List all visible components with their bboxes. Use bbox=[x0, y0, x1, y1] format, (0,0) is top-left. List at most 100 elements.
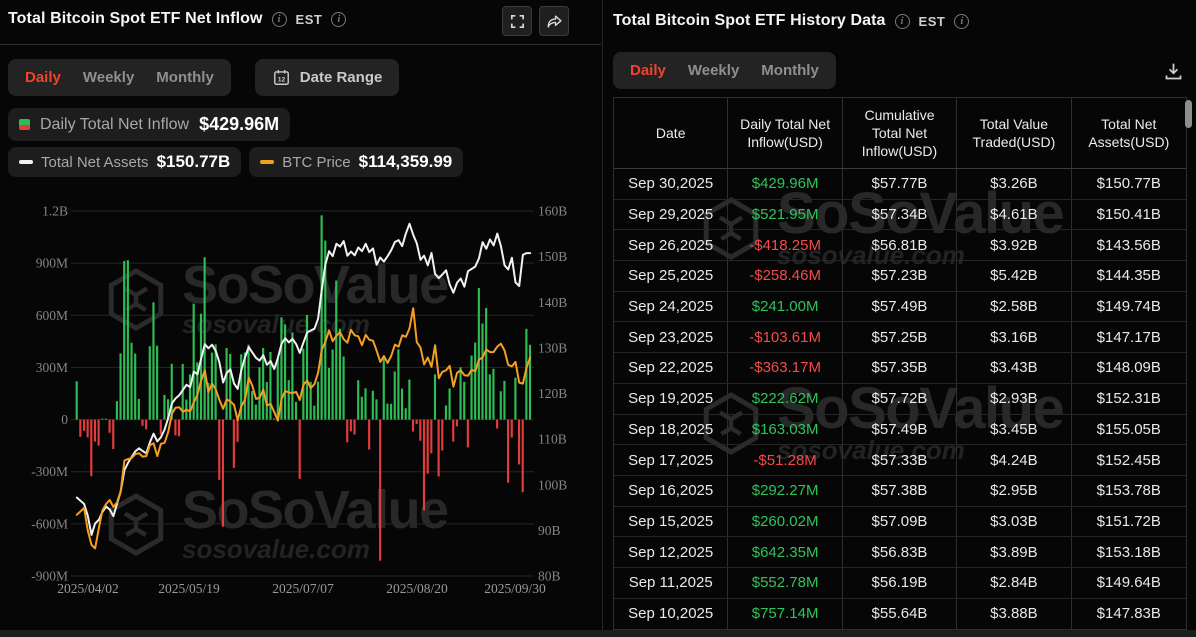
cell-cumulative-inflow: $56.19B bbox=[843, 567, 958, 598]
legend-daily-inflow[interactable]: Daily Total Net Inflow $429.96M bbox=[8, 108, 291, 141]
info-icon[interactable]: i bbox=[954, 13, 970, 29]
cell-value-traded: $3.88B bbox=[957, 598, 1072, 630]
inflow-bar bbox=[404, 408, 407, 420]
inflow-bar bbox=[291, 332, 294, 420]
tab-weekly[interactable]: Weekly bbox=[82, 69, 135, 86]
tab-daily[interactable]: Daily bbox=[630, 62, 666, 79]
inflow-bar bbox=[115, 401, 118, 420]
right-axis-tick: 100B bbox=[538, 477, 567, 492]
table-row: Sep 29,2025 $521.95M $57.34B $4.61B $150.41B bbox=[614, 199, 1186, 231]
tab-monthly[interactable]: Monthly bbox=[761, 62, 819, 79]
inflow-bar bbox=[426, 419, 429, 474]
inflow-legend-value: $429.96M bbox=[199, 114, 280, 134]
inflow-bar bbox=[342, 356, 345, 420]
net-assets-line bbox=[75, 222, 532, 536]
info-icon[interactable]: i bbox=[894, 13, 910, 29]
table-row: Sep 30,2025 $429.96M $57.77B $3.26B $150.77B bbox=[614, 169, 1186, 200]
inflow-bar bbox=[452, 419, 455, 442]
history-data-panel: Total Bitcoin Spot ETF History Data i ES… bbox=[602, 0, 1196, 630]
inflow-bar bbox=[309, 381, 312, 420]
inflow-bar bbox=[331, 349, 334, 420]
inflow-bar bbox=[262, 347, 265, 420]
cell-value-traded: $4.24B bbox=[957, 445, 1072, 475]
table-body: Sep 30,2025 $429.96M $57.77B $3.26B $150.77B… bbox=[614, 169, 1186, 630]
inflow-bar bbox=[170, 363, 173, 420]
table-row: Sep 18,2025 $163.03M $57.49B $3.45B $155.05B bbox=[614, 414, 1186, 446]
cell-cumulative-inflow: $57.23B bbox=[843, 261, 958, 291]
etf-net-inflow-chart[interactable]: 1.2B 900M 600M 300M 0 -300M -600M -900M 160B 150B… bbox=[0, 190, 601, 610]
table-row: Sep 11,2025 $552.78M $56.19B $2.84B $149.64B bbox=[614, 567, 1186, 599]
inflow-bar bbox=[273, 418, 276, 420]
inflow-bar bbox=[371, 390, 374, 420]
inflow-bar bbox=[400, 388, 404, 420]
table-row: Sep 26,2025 -$418.25M $56.81B $3.92B $143.56… bbox=[614, 230, 1186, 262]
cell-daily-inflow: $292.27M bbox=[728, 475, 843, 506]
cell-value-traded: $5.42B bbox=[957, 261, 1072, 291]
table-header-row: Date Daily Total Net Inflow(USD) Cumulat… bbox=[614, 98, 1186, 169]
inflow-bar bbox=[327, 367, 331, 420]
cell-date: Sep 25,2025 bbox=[614, 261, 729, 291]
inflow-bar bbox=[287, 380, 290, 420]
inflow-bar bbox=[221, 419, 224, 527]
info-icon[interactable]: i bbox=[271, 11, 287, 27]
inflow-bar bbox=[93, 419, 97, 442]
inflow-bar bbox=[353, 419, 356, 435]
inflow-bar bbox=[112, 419, 115, 450]
inflow-bar bbox=[163, 394, 166, 420]
cell-daily-inflow: $757.14M bbox=[728, 598, 843, 630]
col-header-net-assets: Total Net Assets(USD) bbox=[1088, 115, 1170, 150]
inflow-bar bbox=[232, 419, 235, 468]
left-axis-tick: 900M bbox=[36, 256, 68, 271]
inflow-bar bbox=[90, 419, 93, 477]
page-title: Total Bitcoin Spot ETF Net Inflow bbox=[8, 10, 263, 27]
inflow-bar bbox=[214, 344, 217, 420]
inflow-bar bbox=[79, 419, 82, 437]
table-row: Sep 16,2025 $292.27M $57.38B $2.95B $153.78B bbox=[614, 475, 1186, 507]
cell-date: Sep 26,2025 bbox=[614, 230, 729, 261]
cell-cumulative-inflow: $56.81B bbox=[843, 230, 958, 261]
left-axis-tick: 300M bbox=[36, 360, 68, 375]
left-axis-tick: 600M bbox=[36, 308, 68, 323]
inflow-bar bbox=[305, 314, 309, 420]
inflow-bar bbox=[203, 257, 206, 420]
inflow-bar bbox=[243, 352, 246, 420]
legend-net-assets[interactable]: Total Net Assets $150.77B bbox=[8, 147, 242, 177]
date-range-button[interactable]: 12 Date Range bbox=[254, 59, 400, 96]
cell-net-assets: $149.64B bbox=[1096, 574, 1161, 592]
cell-daily-inflow: -$258.46M bbox=[728, 261, 843, 291]
cell-daily-inflow: $642.35M bbox=[728, 537, 843, 567]
period-tab-group: Daily Weekly Monthly bbox=[8, 59, 231, 96]
cell-cumulative-inflow: $57.25B bbox=[843, 322, 958, 353]
download-button[interactable] bbox=[1160, 58, 1186, 84]
cell-date: Sep 29,2025 bbox=[614, 199, 729, 230]
inflow-bar bbox=[101, 418, 104, 420]
inflow-bar bbox=[477, 287, 480, 420]
cell-value-traded: $3.26B bbox=[957, 169, 1072, 199]
cell-net-assets: $153.18B bbox=[1096, 543, 1161, 561]
cell-net-assets: $143.56B bbox=[1096, 236, 1161, 254]
inflow-bar bbox=[503, 380, 506, 420]
cell-date: Sep 10,2025 bbox=[614, 598, 729, 630]
table-row: Sep 24,2025 $241.00M $57.49B $2.58B $149.74B bbox=[614, 291, 1186, 323]
inflow-bar bbox=[119, 353, 122, 420]
horizontal-scrollbar-track[interactable] bbox=[0, 630, 1196, 637]
inflow-bar bbox=[459, 367, 462, 420]
tab-daily[interactable]: Daily bbox=[25, 69, 61, 86]
svg-text:12: 12 bbox=[278, 76, 286, 83]
inflow-bar bbox=[159, 419, 162, 435]
table-scrollbar-thumb[interactable] bbox=[1185, 100, 1192, 128]
cell-daily-inflow: $521.95M bbox=[728, 199, 843, 230]
inflow-bar bbox=[466, 419, 469, 448]
cell-date: Sep 15,2025 bbox=[614, 506, 729, 537]
info-icon[interactable]: i bbox=[331, 11, 347, 27]
share-button[interactable] bbox=[539, 6, 569, 36]
inflow-bar bbox=[455, 419, 458, 427]
legend-btc-price[interactable]: BTC Price $114,359.99 bbox=[249, 147, 464, 177]
inflow-bar bbox=[357, 380, 360, 420]
col-header-cumulative-inflow: Cumulative Total Net Inflow(USD) bbox=[843, 98, 958, 168]
tab-weekly[interactable]: Weekly bbox=[687, 62, 740, 79]
cell-cumulative-inflow: $57.77B bbox=[843, 169, 958, 199]
tab-monthly[interactable]: Monthly bbox=[156, 69, 214, 86]
fullscreen-button[interactable] bbox=[502, 6, 532, 36]
inflow-bar bbox=[316, 381, 320, 420]
